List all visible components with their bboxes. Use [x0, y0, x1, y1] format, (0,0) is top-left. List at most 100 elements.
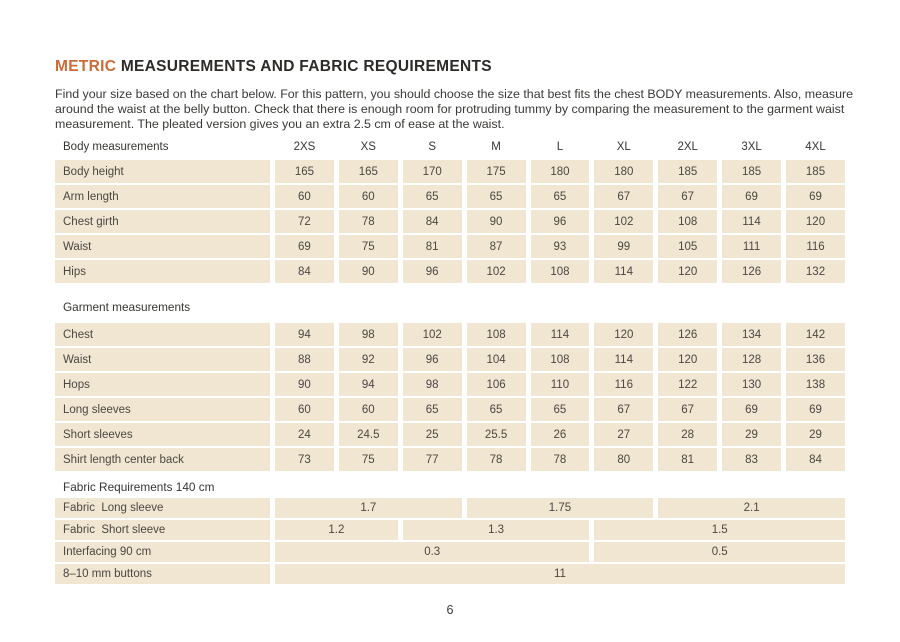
fabric-value: 1.3	[402, 520, 590, 540]
measurement-value: 108	[658, 210, 718, 233]
measurement-value: 81	[658, 448, 718, 471]
table-row: Shirt length center back 73 75 77 78 78 80 81 83…	[55, 448, 845, 471]
measurement-value: 102	[402, 323, 462, 346]
measurement-value: 24.5	[338, 423, 398, 446]
measurement-value: 75	[338, 448, 398, 471]
measurement-value: 60	[338, 185, 398, 208]
table-row: Fabric Short sleeve 1.2 1.3 1.5	[55, 520, 845, 540]
fabric-value: 11	[275, 564, 845, 584]
measurement-value: 116	[594, 373, 654, 396]
measurement-value: 90	[466, 210, 526, 233]
page-title-rest: MEASUREMENTS AND FABRIC REQUIREMENTS	[120, 58, 492, 76]
measurement-value: 108	[530, 348, 590, 371]
measurement-value: 69	[786, 398, 845, 421]
table-row: Interfacing 90 cm 0.3 0.5	[55, 542, 845, 562]
measurement-value: 110	[530, 373, 590, 396]
measurement-value: 106	[466, 373, 526, 396]
measurement-value: 65	[466, 185, 526, 208]
garment-section-label: Garment measurements	[63, 300, 191, 314]
measurement-value: 65	[402, 398, 462, 421]
measurement-value: 96	[530, 210, 590, 233]
page-title-highlight: METRIC	[55, 58, 117, 76]
row-label: Short sleeves	[55, 423, 270, 446]
measurement-value: 60	[338, 398, 398, 421]
row-label: Chest girth	[55, 210, 270, 233]
measurement-value: 114	[530, 323, 590, 346]
row-label: Shirt length center back	[55, 448, 270, 471]
measurement-value: 65	[402, 185, 462, 208]
measurement-value: 108	[466, 323, 526, 346]
measurement-value: 65	[530, 398, 590, 421]
size-column-header: S	[428, 141, 437, 153]
row-label: Chest	[55, 323, 270, 346]
table-row: Hops 90 94 98 106 110 116 122 130 138	[55, 373, 845, 396]
measurement-value: 67	[658, 398, 718, 421]
measurement-value: 104	[466, 348, 526, 371]
measurement-value: 130	[722, 373, 781, 396]
measurement-value: 185	[786, 160, 845, 183]
measurement-value: 126	[722, 260, 781, 283]
measurement-value: 120	[786, 210, 845, 233]
measurement-value: 87	[466, 235, 526, 258]
measurement-value: 84	[275, 260, 334, 283]
measurement-value: 142	[786, 323, 845, 346]
measurement-value: 102	[594, 210, 654, 233]
measurement-value: 136	[786, 348, 845, 371]
measurement-value: 94	[338, 373, 398, 396]
size-column-header: 3XL	[741, 141, 762, 153]
row-label: Hips	[55, 260, 270, 283]
measurement-value: 73	[275, 448, 334, 471]
measurement-value: 65	[466, 398, 526, 421]
measurement-value: 114	[594, 260, 654, 283]
measurement-value: 28	[658, 423, 718, 446]
size-column-header: 2XS	[293, 141, 316, 153]
measurement-value: 29	[722, 423, 781, 446]
measurement-value: 67	[594, 185, 654, 208]
measurement-value: 90	[338, 260, 398, 283]
measurement-value: 122	[658, 373, 718, 396]
table-row: Hips 84 90 96 102 108 114 120 126 132	[55, 260, 845, 283]
table-row: 8–10 mm buttons 11	[55, 564, 845, 584]
measurement-value: 96	[402, 260, 462, 283]
measurement-value: 185	[658, 160, 718, 183]
fabric-section-label: Fabric Requirements 140 cm	[63, 479, 215, 494]
fabric-value: 2.1	[658, 498, 845, 518]
fabric-value: 1.2	[275, 520, 398, 540]
row-label: Waist	[55, 348, 270, 371]
measurement-value: 24	[275, 423, 334, 446]
measurement-value: 92	[338, 348, 398, 371]
measurement-value: 69	[722, 398, 781, 421]
measurement-value: 60	[275, 398, 334, 421]
fabric-value: 0.3	[275, 542, 590, 562]
page-number: 6	[446, 603, 454, 617]
measurement-value: 29	[786, 423, 845, 446]
size-chart-table: Body measurements 2XS XS S M L XL 2XL 3XL 4XL Body…	[50, 134, 850, 586]
row-label: Waist	[55, 235, 270, 258]
measurement-value: 114	[594, 348, 654, 371]
size-chart-body: Body measurements 2XS XS S M L XL 2XL 3XL 4XL Body…	[55, 136, 845, 584]
measurement-value: 120	[594, 323, 654, 346]
measurement-value: 96	[402, 348, 462, 371]
row-label: Fabric Long sleeve	[55, 498, 270, 518]
table-row: Body height 165 165 170 175 180 180 185 185 185	[55, 160, 845, 183]
measurement-value: 165	[275, 160, 334, 183]
measurement-value: 72	[275, 210, 334, 233]
row-label: Body height	[55, 160, 270, 183]
section-header-row: Fabric Requirements 140 cm	[55, 473, 845, 496]
table-row: Waist 69 75 81 87 93 99 105 111 116	[55, 235, 845, 258]
row-label: Hops	[55, 373, 270, 396]
measurement-value: 180	[594, 160, 654, 183]
page-title: METRIC MEASUREMENTS AND FABRIC REQUIREME…	[55, 58, 492, 76]
table-row: Chest 94 98 102 108 114 120 126 134 142	[55, 323, 845, 346]
measurement-value: 60	[275, 185, 334, 208]
table-header-row: Body measurements 2XS XS S M L XL 2XL 3XL 4XL	[55, 136, 845, 158]
size-column-header: XS	[360, 141, 376, 153]
measurement-value: 175	[466, 160, 526, 183]
measurement-value: 67	[658, 185, 718, 208]
measurement-value: 93	[530, 235, 590, 258]
measurement-value: 83	[722, 448, 781, 471]
measurement-value: 69	[275, 235, 334, 258]
column-header-label: Body measurements	[63, 141, 169, 153]
measurement-value: 134	[722, 323, 781, 346]
